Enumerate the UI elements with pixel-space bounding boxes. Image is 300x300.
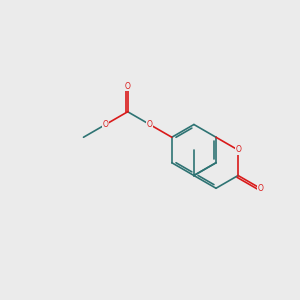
Text: O: O bbox=[235, 146, 241, 154]
Text: O: O bbox=[125, 82, 130, 91]
Text: O: O bbox=[257, 184, 263, 193]
Text: O: O bbox=[147, 120, 153, 129]
Text: O: O bbox=[103, 120, 109, 129]
